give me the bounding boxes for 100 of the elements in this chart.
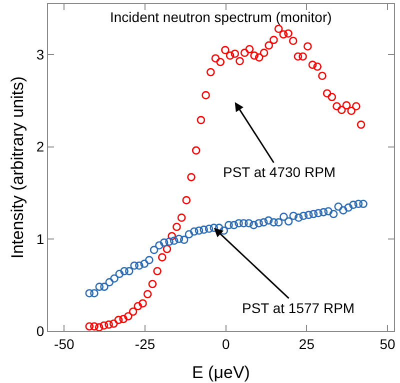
point xyxy=(324,207,333,216)
point xyxy=(322,89,332,98)
annotation: PST at 4730 RPM xyxy=(223,164,336,180)
point xyxy=(85,289,94,298)
point xyxy=(104,320,113,329)
point xyxy=(206,68,215,76)
point xyxy=(130,261,138,270)
point xyxy=(114,316,123,324)
point xyxy=(168,232,176,240)
point xyxy=(339,206,348,214)
point xyxy=(288,36,298,45)
point xyxy=(289,212,298,220)
point xyxy=(318,72,326,80)
point xyxy=(160,238,168,247)
point xyxy=(270,36,278,44)
point xyxy=(202,91,210,100)
x-tick-label: 50 xyxy=(380,336,396,352)
point xyxy=(264,41,274,50)
point xyxy=(329,210,338,218)
point xyxy=(196,116,206,124)
point xyxy=(170,236,178,245)
point xyxy=(264,216,273,225)
point xyxy=(158,253,166,262)
point xyxy=(120,266,128,276)
point xyxy=(204,224,214,233)
point xyxy=(250,51,258,60)
point xyxy=(90,289,98,298)
x-tick-label: -50 xyxy=(54,336,74,352)
point xyxy=(109,319,118,328)
point xyxy=(210,224,218,232)
point xyxy=(153,266,162,276)
point xyxy=(145,256,154,264)
point xyxy=(356,120,366,129)
point xyxy=(174,234,184,244)
point xyxy=(105,278,114,286)
point xyxy=(177,214,186,222)
point xyxy=(255,53,264,62)
point xyxy=(135,261,144,270)
x-tick-label: 25 xyxy=(298,336,315,352)
point xyxy=(226,51,234,60)
point xyxy=(284,29,292,38)
point xyxy=(180,236,188,244)
point xyxy=(230,220,238,230)
point xyxy=(220,226,228,235)
point xyxy=(304,42,312,51)
point xyxy=(284,217,293,226)
chart-title: Incident neutron spectrum (monitor) xyxy=(110,9,332,25)
point xyxy=(240,48,249,57)
point xyxy=(110,274,118,283)
point xyxy=(274,24,283,34)
annotation: PST at 1577 RPM xyxy=(242,300,355,316)
point xyxy=(334,202,343,211)
point xyxy=(138,299,147,308)
point xyxy=(244,219,253,228)
point xyxy=(352,102,360,110)
point xyxy=(319,208,328,216)
point xyxy=(294,52,302,61)
point xyxy=(100,321,108,330)
point xyxy=(162,244,172,254)
point xyxy=(172,222,181,232)
point xyxy=(299,212,308,220)
y-axis-title: Intensity (arbitrary units) xyxy=(8,76,27,259)
y-tick-label: 1 xyxy=(36,230,44,247)
point xyxy=(239,219,248,228)
point xyxy=(134,302,142,310)
point xyxy=(294,214,303,222)
point xyxy=(140,260,149,268)
point xyxy=(298,52,307,61)
point xyxy=(260,48,268,57)
point xyxy=(359,200,368,208)
point xyxy=(337,106,346,114)
point xyxy=(279,30,288,39)
y-tick-label: 3 xyxy=(36,46,44,63)
x-axis-title: E (μeV) xyxy=(192,363,250,382)
point xyxy=(124,312,132,320)
point xyxy=(314,208,322,218)
point xyxy=(125,266,134,276)
point xyxy=(308,60,317,69)
point xyxy=(234,219,243,228)
point xyxy=(194,226,204,235)
point xyxy=(354,200,363,208)
point xyxy=(192,146,200,155)
point xyxy=(236,56,244,66)
point xyxy=(119,314,128,324)
point xyxy=(187,173,196,182)
point xyxy=(344,203,353,212)
x-tick-label: 0 xyxy=(222,336,230,352)
point xyxy=(347,106,356,115)
point xyxy=(190,227,198,236)
point xyxy=(128,308,138,316)
point xyxy=(230,50,240,58)
x-tick-label: -25 xyxy=(134,336,156,352)
point xyxy=(85,322,94,331)
point xyxy=(182,196,191,204)
point xyxy=(115,270,124,278)
point xyxy=(328,92,336,102)
point xyxy=(155,241,164,250)
point xyxy=(165,238,174,246)
point xyxy=(148,280,157,288)
point xyxy=(309,210,318,218)
